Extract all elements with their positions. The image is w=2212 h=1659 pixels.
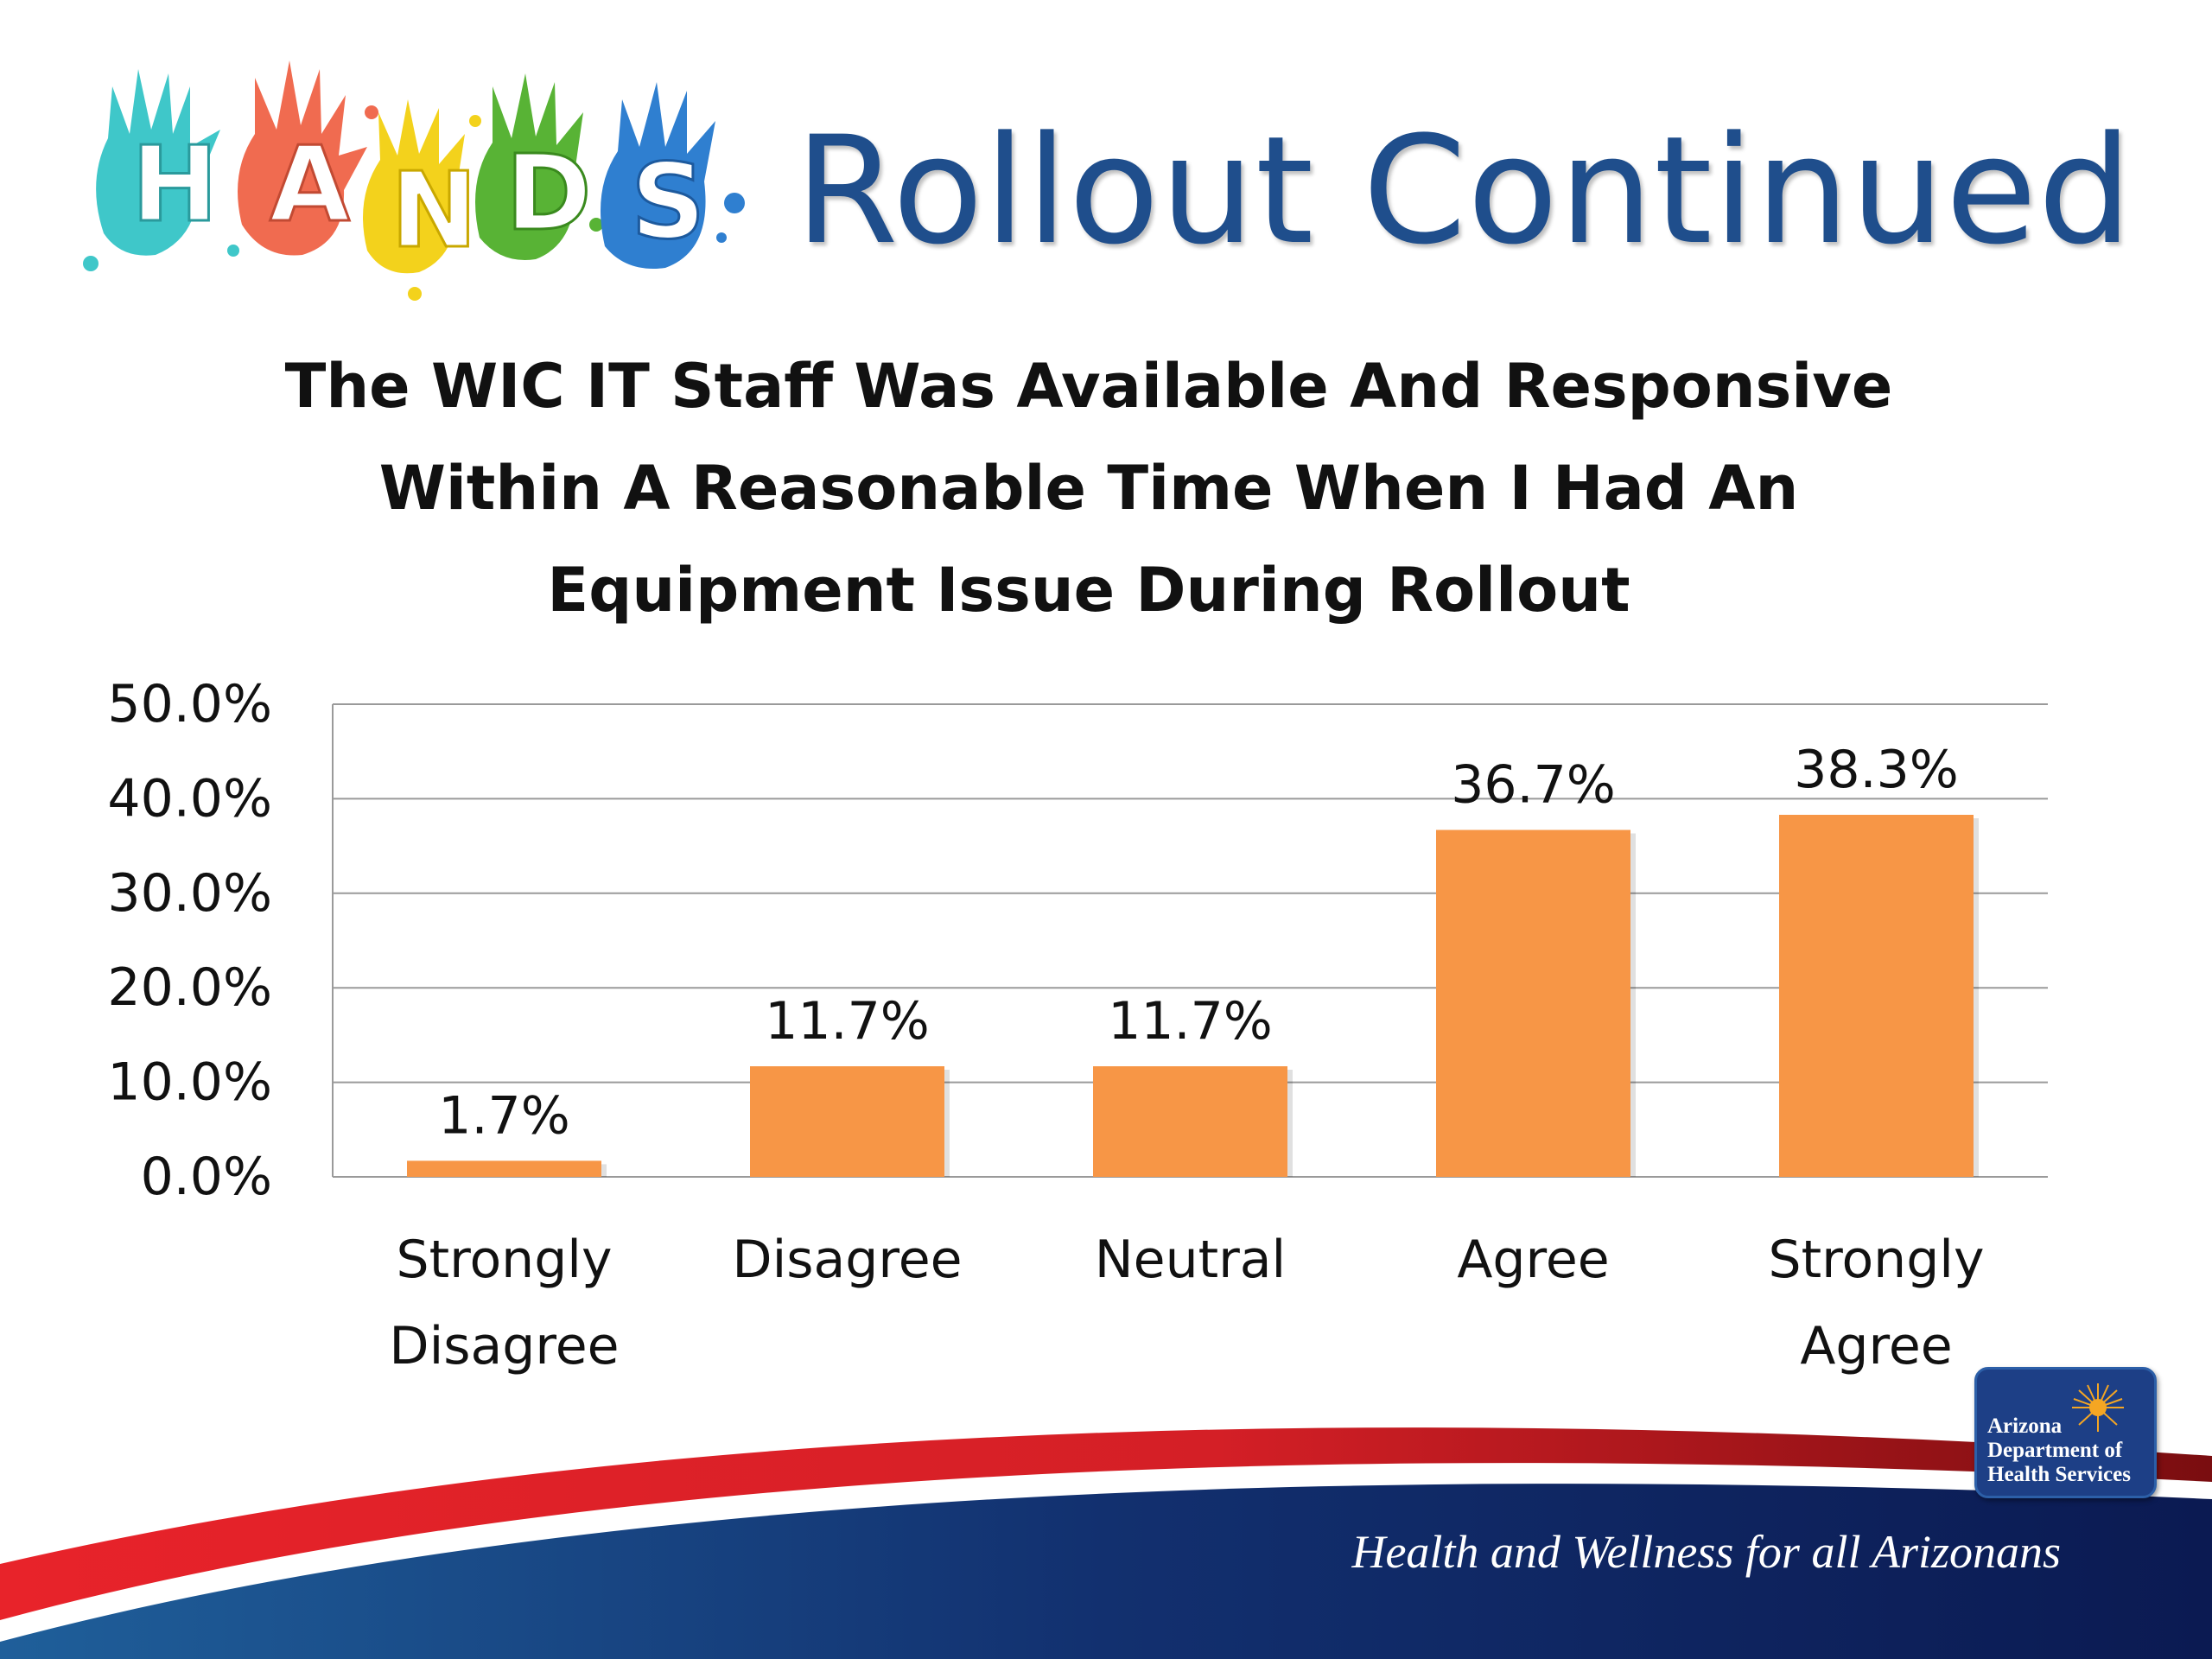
slide-title: Rollout Continued: [795, 104, 2133, 277]
x-tick-label: Strongly: [1769, 1230, 1985, 1290]
y-tick-label: 10.0%: [107, 1052, 272, 1113]
footer-banner: [0, 1427, 2212, 1659]
hands-logo: H A N D S: [83, 60, 745, 301]
hand-print-s-icon: S: [601, 82, 745, 269]
x-tick-label: Disagree: [732, 1230, 962, 1290]
data-label: 11.7%: [765, 991, 930, 1052]
svg-text:D: D: [505, 134, 592, 254]
x-tick-label: Agree: [1457, 1230, 1609, 1290]
x-tick-label: Strongly: [397, 1230, 613, 1290]
hand-print-d-icon: D: [475, 73, 603, 260]
bar-chart: 0.0% 10.0% 20.0% 30.0% 40.0% 50.0% 1.7% Strongl…: [107, 674, 2048, 1376]
data-label: 11.7%: [1108, 991, 1273, 1052]
bar: [1779, 814, 1974, 1177]
data-label: 1.7%: [438, 1085, 569, 1146]
y-tick-label: 40.0%: [107, 768, 272, 829]
sun-icon: [2072, 1383, 2124, 1432]
hand-print-a-icon: A: [238, 60, 378, 256]
bar: [407, 1160, 601, 1177]
y-tick-label: 30.0%: [107, 863, 272, 924]
x-tick-label: Neutral: [1095, 1230, 1286, 1290]
x-tick-label: Agree: [1800, 1316, 1952, 1376]
footer-tagline: Health and Wellness for all Arizonans: [1351, 1526, 2061, 1578]
svg-text:N: N: [391, 151, 477, 271]
y-tick-label: 50.0%: [107, 674, 272, 734]
chart-title-line-3: Equipment Issue During Rollout: [547, 555, 1630, 626]
y-tick-label: 20.0%: [107, 957, 272, 1018]
badge-line-2: Department of: [1987, 1439, 2123, 1462]
bar: [750, 1066, 944, 1177]
bar: [1093, 1066, 1287, 1177]
chart-title-line-2: Within A Reasonable Time When I Had An: [378, 453, 1799, 524]
svg-text:A: A: [270, 125, 350, 245]
svg-text:S: S: [631, 143, 705, 263]
chart-title-line-1: The WIC IT Staff Was Available And Respo…: [284, 351, 1893, 422]
hand-print-n-icon: N: [363, 99, 481, 301]
y-tick-label: 0.0%: [141, 1147, 272, 1207]
adhs-badge: Arizona Department of Health Services: [1974, 1367, 2157, 1498]
svg-text:H: H: [131, 125, 218, 245]
data-label: 36.7%: [1451, 755, 1616, 816]
data-label: 38.3%: [1794, 740, 1959, 800]
hand-print-h-icon: H: [83, 69, 239, 271]
badge-line-1: Arizona: [1987, 1414, 2063, 1438]
badge-line-3: Health Services: [1987, 1463, 2131, 1486]
x-tick-label: Disagree: [389, 1316, 619, 1376]
bar: [1436, 830, 1630, 1177]
